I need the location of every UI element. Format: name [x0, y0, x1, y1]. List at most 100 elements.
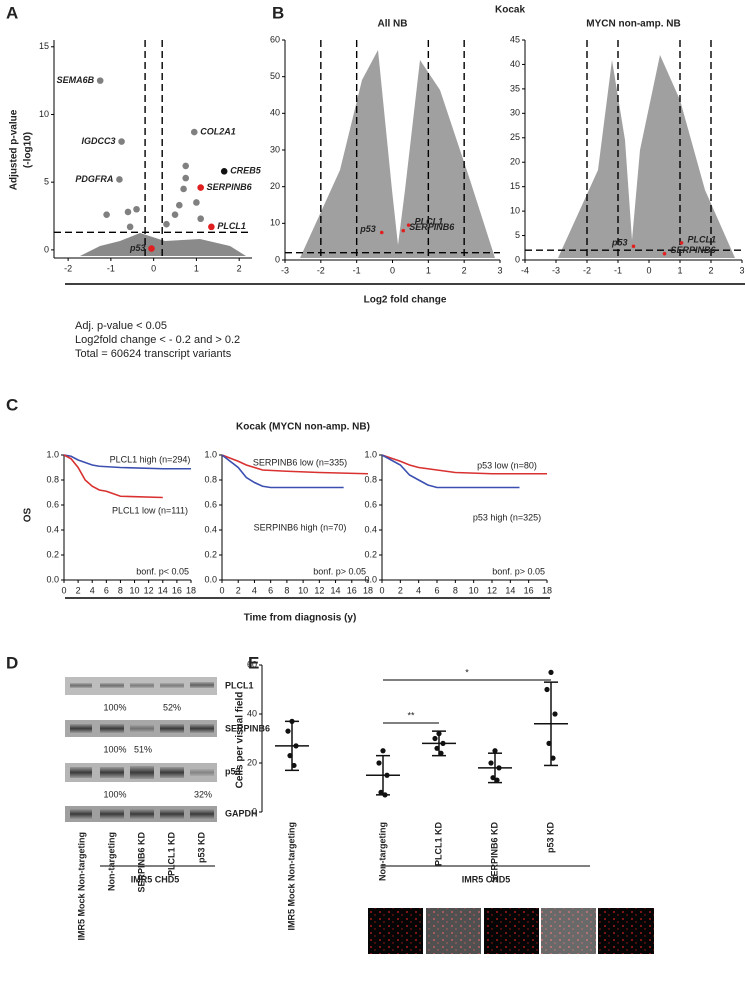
y-tick-label: 0.2	[46, 549, 59, 559]
x-tick-label: 6	[268, 585, 273, 595]
x-axis-label: Time from diagnosis (y)	[244, 613, 357, 624]
point-label: PDGFRA	[75, 174, 113, 184]
survival-curve	[221, 454, 369, 475]
point	[163, 220, 170, 228]
x-tick-label: -2	[64, 263, 72, 273]
y-tick-label: 60	[247, 659, 257, 669]
y-tick-label: 0.2	[204, 549, 217, 559]
point-label: PLCL1	[415, 217, 444, 227]
annotation: bonf. p< 0.05	[136, 566, 189, 576]
panel-label: C	[6, 395, 18, 414]
y-axis-label: Cells per visual field	[235, 692, 246, 789]
point-cloud	[300, 50, 495, 258]
panel-label: A	[6, 3, 18, 22]
point-label: SERPINB6	[409, 222, 455, 232]
microscopy-images	[368, 908, 654, 954]
y-tick-label: 0.6	[46, 499, 59, 509]
x-tick-label: 8	[284, 585, 289, 595]
significance-label: **	[407, 710, 415, 720]
x-tick-label: -3	[281, 265, 289, 275]
point	[182, 174, 190, 182]
x-tick-label: 10	[469, 585, 479, 595]
y-tick-label: 5	[44, 177, 49, 187]
survival-curve	[221, 454, 344, 489]
y-tick-label: 0	[275, 254, 280, 264]
point	[124, 208, 132, 216]
survival-curve	[63, 454, 191, 470]
chart-title: MYCN non-amp. NB	[586, 19, 680, 30]
point-cloud	[80, 233, 246, 256]
panel-label: B	[272, 3, 284, 22]
point	[379, 230, 384, 235]
y-tick-label: 40	[270, 108, 280, 118]
x-tick-label: -4	[521, 265, 529, 275]
point	[552, 711, 558, 717]
x-tick-label: 14	[158, 585, 168, 595]
point-label: SERPINB6	[207, 182, 253, 192]
y-tick-label: 15	[510, 181, 520, 191]
percent-label: 100%	[103, 744, 126, 754]
point-cloud	[558, 55, 735, 258]
x-tick-label: 0	[390, 265, 395, 275]
point-label: IGDCC3	[82, 136, 116, 146]
percent-label: 32%	[194, 789, 212, 799]
panel-title: Kocak	[495, 5, 525, 16]
point	[103, 211, 110, 218]
x-tick-label: 12	[144, 585, 154, 595]
point	[679, 241, 684, 245]
y-tick-label: 10	[39, 109, 49, 119]
y-tick-label: 35	[510, 83, 520, 93]
point	[488, 760, 494, 766]
x-tick-label: 18	[542, 585, 552, 595]
note: Log2fold change < - 0.2 and > 0.2	[75, 334, 240, 346]
x-tick-label: 0	[61, 585, 66, 595]
lane-label: IMR5 Mock Non-targeting	[76, 832, 86, 941]
legend-label: p53 low (n=80)	[477, 460, 537, 470]
percent-label: 100%	[103, 702, 126, 712]
legend-label: PLCL1 low (n=111)	[112, 505, 188, 515]
point	[406, 223, 411, 227]
x-tick-label: 12	[487, 585, 497, 595]
x-tick-label: 2	[398, 585, 403, 595]
point-label: p53	[611, 238, 628, 248]
survival-curve	[63, 454, 163, 499]
x-tick-label: 0	[379, 585, 384, 595]
percent-label: 51%	[134, 744, 152, 754]
x-tick-label: -2	[583, 265, 591, 275]
x-axis-label: Log2 fold change	[364, 295, 447, 306]
point	[148, 245, 155, 252]
point-label: p53	[359, 224, 376, 234]
y-tick-label: 10	[510, 205, 520, 215]
point	[182, 162, 190, 170]
y-tick-label: 20	[510, 157, 520, 167]
lane-label: SERPINB6 KD	[136, 832, 146, 893]
protein-label: SERPINB6	[225, 723, 270, 733]
y-tick-label: 0.2	[364, 549, 377, 559]
group-label: IMR5 CHD5	[131, 874, 180, 884]
point	[126, 223, 134, 231]
x-tick-label: 2	[237, 263, 242, 273]
survival-curve	[381, 454, 520, 489]
x-tick-label: 2	[708, 265, 713, 275]
y-tick-label: 15	[39, 41, 49, 51]
x-tick-label: 4	[90, 585, 95, 595]
legend-label: PLCL1 high (n=294)	[110, 454, 191, 464]
x-tick-label: 18	[186, 585, 196, 595]
y-tick-label: 10	[270, 218, 280, 228]
x-tick-label: 6	[104, 585, 109, 595]
x-tick-label: 3	[739, 265, 744, 275]
y-tick-label: 60	[270, 34, 280, 44]
x-tick-label: 0	[646, 265, 651, 275]
protein-label: GAPDH	[225, 808, 258, 818]
point	[133, 205, 140, 213]
y-tick-label: 25	[510, 132, 520, 142]
point	[197, 215, 204, 223]
lane-label: p53 KD	[196, 832, 206, 864]
x-tick-label: 3	[497, 265, 502, 275]
point	[401, 228, 406, 233]
x-tick-label: 8	[118, 585, 123, 595]
survival-curve	[381, 454, 547, 475]
point	[171, 211, 179, 218]
y-tick-label: 45	[510, 34, 520, 44]
y-axis-label: (-log10)	[23, 132, 34, 168]
